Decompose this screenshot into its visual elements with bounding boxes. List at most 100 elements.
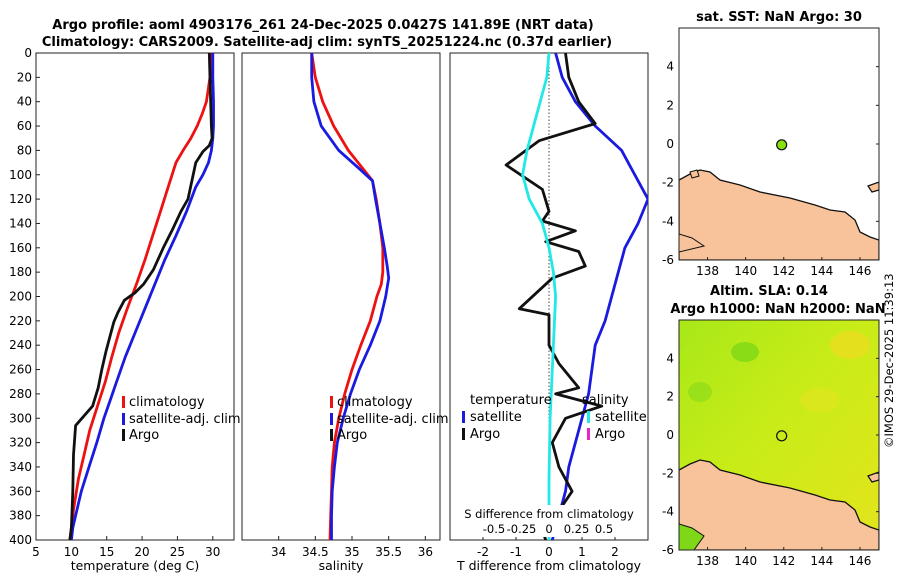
y-tick-label: 80	[17, 143, 32, 157]
y-tick-label: 380	[9, 509, 32, 523]
map-x-tick-label: 146	[848, 264, 871, 278]
salinity-panel: 34 34.5 35 35.5 36 salinity climatology sate…	[241, 52, 449, 573]
sla-land-new-guinea	[679, 459, 879, 550]
climatology-temperature-line	[68, 53, 213, 540]
y-tick-label: 260	[9, 363, 32, 377]
legend-label-satellite: satellite-adj. clim	[129, 412, 241, 427]
y-tick-label: 200	[9, 290, 32, 304]
sla-low-patch	[731, 342, 759, 362]
temperature-lines	[68, 53, 215, 540]
map-x-tick-label: 138	[696, 264, 719, 278]
x-tick-label: 2	[611, 545, 619, 559]
temperature-legend: climatology satellite-adj. clim Argo	[122, 395, 241, 443]
legend-swatch-argo	[122, 429, 125, 441]
x-tick-label: 36	[418, 545, 433, 559]
sla-low-patch	[688, 382, 712, 402]
salinity-difference-legend: salinity satellite Argo	[582, 393, 647, 442]
y-tick-label: 0	[24, 46, 32, 60]
difference-panel: -2 -1 0 1 2 T difference from climatology S …	[449, 52, 649, 573]
legend-swatch-argo	[330, 429, 333, 441]
x-tick-label: 25	[170, 545, 185, 559]
y-tick-label: 320	[9, 436, 32, 450]
legend-swatch-t-argo	[462, 428, 465, 440]
legend-label-argo: Argo	[129, 428, 159, 443]
salinity-tick-labels: 34 34.5 35 35.5 36	[271, 536, 433, 559]
salinity-lines	[310, 53, 391, 540]
s-difference-tick-labels: -0.5 -0.25 0 0.25 0.5	[483, 522, 613, 536]
sla-argo-marker	[776, 430, 788, 442]
y-tick-label: 120	[9, 192, 32, 206]
y-tick-label: 400	[9, 533, 32, 547]
map-y-tick-label: 0	[666, 428, 674, 442]
y-tick-label: 300	[9, 411, 32, 425]
sst-map-tick-labels: 138 140 142 144 146 -6 -4 -2 0 2 4	[662, 60, 879, 278]
x-tick-label: 20	[134, 545, 149, 559]
argo-t-difference-line	[504, 53, 604, 540]
x-tick-label: 34	[271, 545, 286, 559]
x-tick-label: 35.5	[375, 545, 402, 559]
map-y-tick-label: 2	[666, 390, 674, 404]
y-tick-label: 60	[17, 119, 32, 133]
legend-swatch-s-satellite	[587, 411, 590, 423]
y-tick-label: 40	[17, 95, 32, 109]
map-x-tick-label: 138	[696, 554, 719, 568]
y-tick-label: 340	[9, 460, 32, 474]
sla-land-east	[867, 471, 879, 483]
map-y-tick-label: 4	[666, 60, 674, 74]
satellite-t-difference-line	[550, 53, 648, 540]
depth-tick-labels: 0 20 40 60 80 100 120 140 160 180 200 220 240 260 280 3…	[9, 46, 40, 547]
legend-swatch-s-argo	[587, 428, 590, 440]
temperature-panel: 0 20 40 60 80 100 120 140 160 180 200 220 240 260 280 3…	[9, 46, 241, 573]
satellite-s-difference-line	[521, 53, 557, 540]
legend-label-t-argo: Argo	[470, 427, 500, 442]
map-x-tick-label: 146	[848, 554, 871, 568]
map-y-tick-label: 4	[666, 351, 674, 365]
s-tick-label: 0.25	[564, 522, 590, 536]
legend-swatch-climatology	[122, 396, 125, 408]
map-x-tick-label: 144	[810, 554, 833, 568]
sst-argo-marker	[776, 139, 788, 151]
map-y-tick-label: 0	[666, 137, 674, 151]
sst-map-panel: sat. SST: NaN Argo: 30 138 140 142 144 146 -6…	[662, 10, 880, 278]
legend-label-climatology: climatology	[337, 395, 413, 410]
map-y-tick-label: -2	[662, 176, 674, 190]
sla-map-panel: Altim. SLA: 0.14 Argo h1000: NaN h2000: …	[662, 284, 886, 568]
satellite-salinity-line	[310, 53, 391, 540]
x-tick-label: 35	[344, 545, 359, 559]
sst-land-new-guinea	[679, 169, 879, 260]
map-y-tick-label: -2	[662, 466, 674, 480]
map-y-tick-label: -4	[662, 214, 674, 228]
legend-label-satellite: satellite-adj. clim	[337, 412, 449, 427]
map-y-tick-label: -6	[662, 253, 674, 267]
legend-label-climatology: climatology	[129, 395, 205, 410]
salinity-legend: climatology satellite-adj. clim Argo	[330, 395, 449, 443]
y-tick-label: 240	[9, 338, 32, 352]
legend-header-temperature: temperature	[470, 393, 552, 408]
t-difference-xlabel: T difference from climatology	[456, 558, 642, 573]
temperature-difference-legend: temperature satellite Argo	[462, 393, 552, 442]
x-tick-label: -2	[477, 545, 489, 559]
sst-map-title: sat. SST: NaN Argo: 30	[696, 10, 862, 25]
legend-label-s-satellite: satellite	[595, 410, 647, 425]
map-x-tick-label: 144	[810, 264, 833, 278]
legend-swatch-satellite	[122, 413, 125, 425]
main-title: Argo profile: aoml 4903176_261 24-Dec-20…	[52, 18, 593, 33]
s-tick-label: 0.5	[595, 522, 613, 536]
temperature-xlabel: temperature (deg C)	[71, 558, 200, 573]
x-tick-label: 30	[205, 545, 220, 559]
argo-temperature-line	[68, 53, 214, 540]
map-y-tick-label: -6	[662, 543, 674, 557]
s-tick-label: -0.5	[483, 522, 505, 536]
y-tick-label: 280	[9, 387, 32, 401]
salinity-axis-background	[452, 505, 642, 537]
x-tick-label: 10	[64, 545, 79, 559]
x-tick-label: 0	[545, 545, 553, 559]
temperature-axes-box	[35, 52, 235, 541]
s-tick-label: -0.25	[507, 522, 537, 536]
sla-southwest-sea	[679, 523, 705, 550]
x-tick-label: -1	[510, 545, 522, 559]
legend-swatch-climatology	[330, 396, 333, 408]
sst-island	[689, 169, 700, 179]
y-tick-label: 160	[9, 241, 32, 255]
legend-label-t-satellite: satellite	[470, 410, 522, 425]
